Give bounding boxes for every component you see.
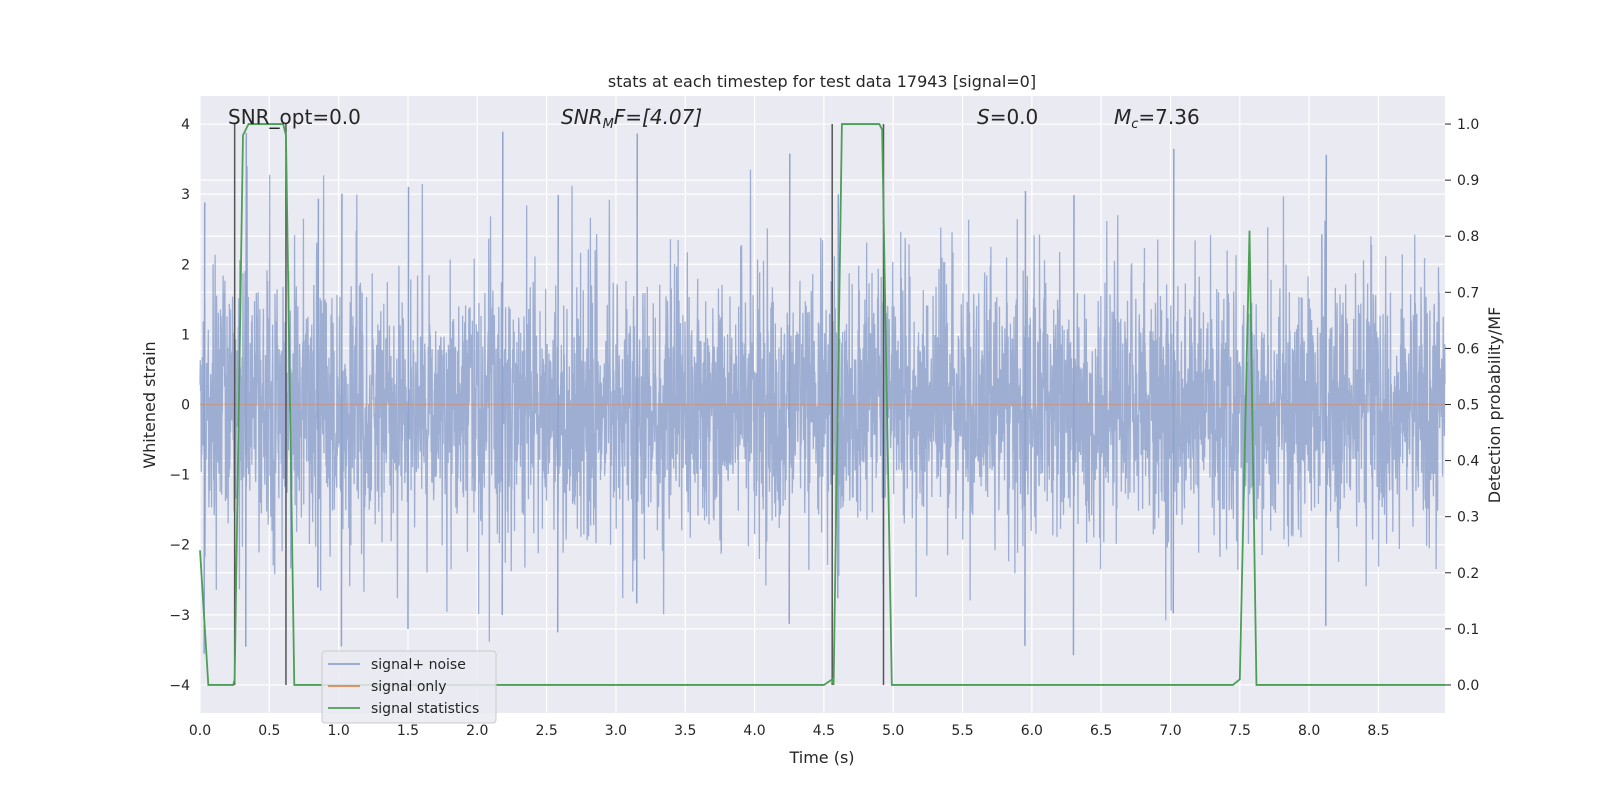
x-tick-label-8: 4.0 (743, 723, 765, 739)
chart-title: stats at each timestep for test data 179… (608, 72, 1036, 91)
y-right-tick-label-7: 0.7 (1457, 285, 1479, 301)
y-left-tick-label-7: 3 (181, 187, 190, 203)
annotation-snr-opt: SNR_opt=0.0 (228, 105, 361, 129)
y-axis-right-ticks: 0.0 0.1 0.2 0.3 0.4 0.5 0.6 0.7 0.8 0.9 1.0 (1445, 117, 1479, 694)
y-left-tick-label-2: −2 (169, 538, 190, 554)
y-left-tick-label-8: 4 (181, 117, 190, 133)
noise-peak-8 (788, 153, 791, 624)
x-tick-label-14: 7.0 (1159, 723, 1181, 739)
legend: signal+ noise signal only signal statist… (321, 650, 497, 724)
y-left-tick-label-6: 2 (181, 257, 190, 273)
legend-label-signal-statistics: signal statistics (371, 701, 479, 717)
legend-label-signal-only: signal only (371, 679, 446, 695)
x-tick-label-12: 6.0 (1021, 723, 1043, 739)
x-axis-ticks: 0.0 0.5 1.0 1.5 2.0 2.5 3.0 3.5 4.0 4.5 5.0 5.5 6.0 6… (189, 723, 1390, 739)
y-axis-right-label: Detection probability/MF (1485, 307, 1504, 504)
annotation-mc: Mc=7.36 (1114, 105, 1200, 132)
x-tick-label-3: 1.5 (397, 723, 419, 739)
noise-peak-1 (245, 132, 248, 647)
y-right-tick-label-4: 0.4 (1457, 454, 1479, 470)
x-tick-label-2: 1.0 (328, 723, 350, 739)
y-left-tick-label-3: −1 (169, 468, 190, 484)
y-left-tick-label-5: 1 (181, 327, 190, 343)
x-tick-label-7: 3.5 (674, 723, 696, 739)
noise-peak-12 (1172, 148, 1175, 614)
noise-peak-2 (317, 198, 320, 588)
noise-peak-5 (501, 131, 504, 616)
y-right-tick-label-0: 0.0 (1457, 678, 1479, 694)
noise-peak-6 (556, 194, 559, 633)
legend-box (321, 650, 497, 724)
y-right-tick-label-5: 0.5 (1457, 398, 1479, 414)
x-tick-label-17: 8.5 (1367, 723, 1389, 739)
y-left-tick-label-1: −3 (169, 608, 190, 624)
noise-peak-0 (203, 202, 206, 654)
x-tick-label-1: 0.5 (258, 723, 280, 739)
annotation-snr-mf: SNRMF=[4.07] (561, 105, 702, 132)
noise-peak-7 (635, 133, 639, 604)
y-right-tick-label-3: 0.3 (1457, 510, 1479, 526)
statistics-line (199, 123, 1445, 686)
y-left-tick-label-0: −4 (169, 678, 190, 694)
y-axis-left-label: Whitened strain (140, 341, 159, 468)
legend-label-signal-noise: signal+ noise (371, 657, 466, 673)
x-tick-label-5: 2.5 (535, 723, 557, 739)
y-right-tick-label-10: 1.0 (1457, 117, 1479, 133)
noise-peak-3 (340, 193, 343, 647)
annotations: SNR_opt=0.0 SNRMF=[4.07] S=0.0 Mc=7.36 (228, 105, 1200, 132)
y-right-tick-label-1: 0.1 (1457, 622, 1479, 638)
y-right-tick-label-8: 0.8 (1457, 229, 1479, 245)
x-axis-label: Time (s) (788, 748, 854, 767)
noise-peak-11 (1072, 195, 1075, 656)
y-right-tick-label-2: 0.2 (1457, 566, 1479, 582)
x-tick-label-10: 5.0 (882, 723, 904, 739)
noise-peak-4 (407, 186, 410, 629)
y-right-tick-label-6: 0.6 (1457, 341, 1479, 357)
annotation-s: S=0.0 (977, 105, 1038, 129)
x-tick-label-11: 5.5 (951, 723, 973, 739)
x-tick-label-13: 6.5 (1090, 723, 1112, 739)
x-tick-label-15: 7.5 (1229, 723, 1251, 739)
y-left-tick-label-4: 0 (181, 398, 190, 414)
x-tick-label-0: 0.0 (189, 723, 211, 739)
y-right-tick-label-9: 0.9 (1457, 173, 1479, 189)
x-tick-label-9: 4.5 (813, 723, 835, 739)
signal-statistics-series (199, 123, 1445, 686)
noise-peak-13 (1325, 154, 1328, 626)
x-tick-label-6: 3.0 (605, 723, 627, 739)
noise-peak-10 (1024, 190, 1027, 646)
x-tick-label-16: 8.0 (1298, 723, 1320, 739)
y-axis-left-ticks: −4 −3 −2 −1 0 1 2 3 4 (169, 117, 190, 694)
signal-noise-series (199, 131, 1446, 656)
x-tick-label-4: 2.0 (466, 723, 488, 739)
